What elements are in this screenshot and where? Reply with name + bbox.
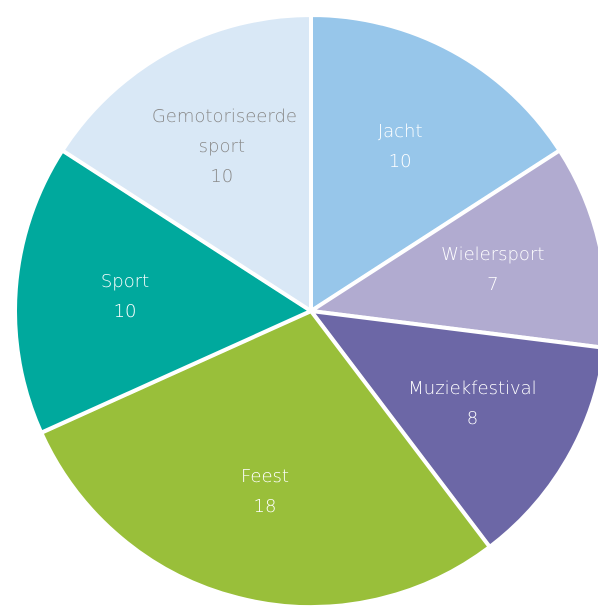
slice-label: Jacht 10 [330,117,470,177]
pie-slice [13,148,313,435]
slice-value: 10 [210,166,234,188]
slice-value: 10 [388,151,412,173]
slice-label: Feest 18 [195,462,335,522]
slice-name: Feest [241,465,289,487]
slice-label: Sport 10 [55,267,195,327]
slice-name: Jacht [377,121,423,143]
slice-value: 7 [487,273,499,295]
slice-name: Gemotoriseerde sport [151,106,297,158]
slice-value: 8 [466,408,479,430]
slice-name: Sport [100,271,150,293]
slice-value: 10 [113,301,137,323]
slice-name: Muziekfestival [408,378,537,400]
slice-label: Gemotoriseerde sport 10 [151,102,297,192]
slice-label: Muziekfestival 8 [402,374,542,434]
pie-slice [309,13,562,313]
slice-name: Wielersport [441,243,545,265]
pie-slice [309,148,598,349]
pie-slice [60,13,313,313]
slice-value: 18 [253,495,277,517]
pie-slice [39,309,492,606]
pie-slice [309,309,598,549]
slice-label: Wielersport 7 [423,240,563,300]
